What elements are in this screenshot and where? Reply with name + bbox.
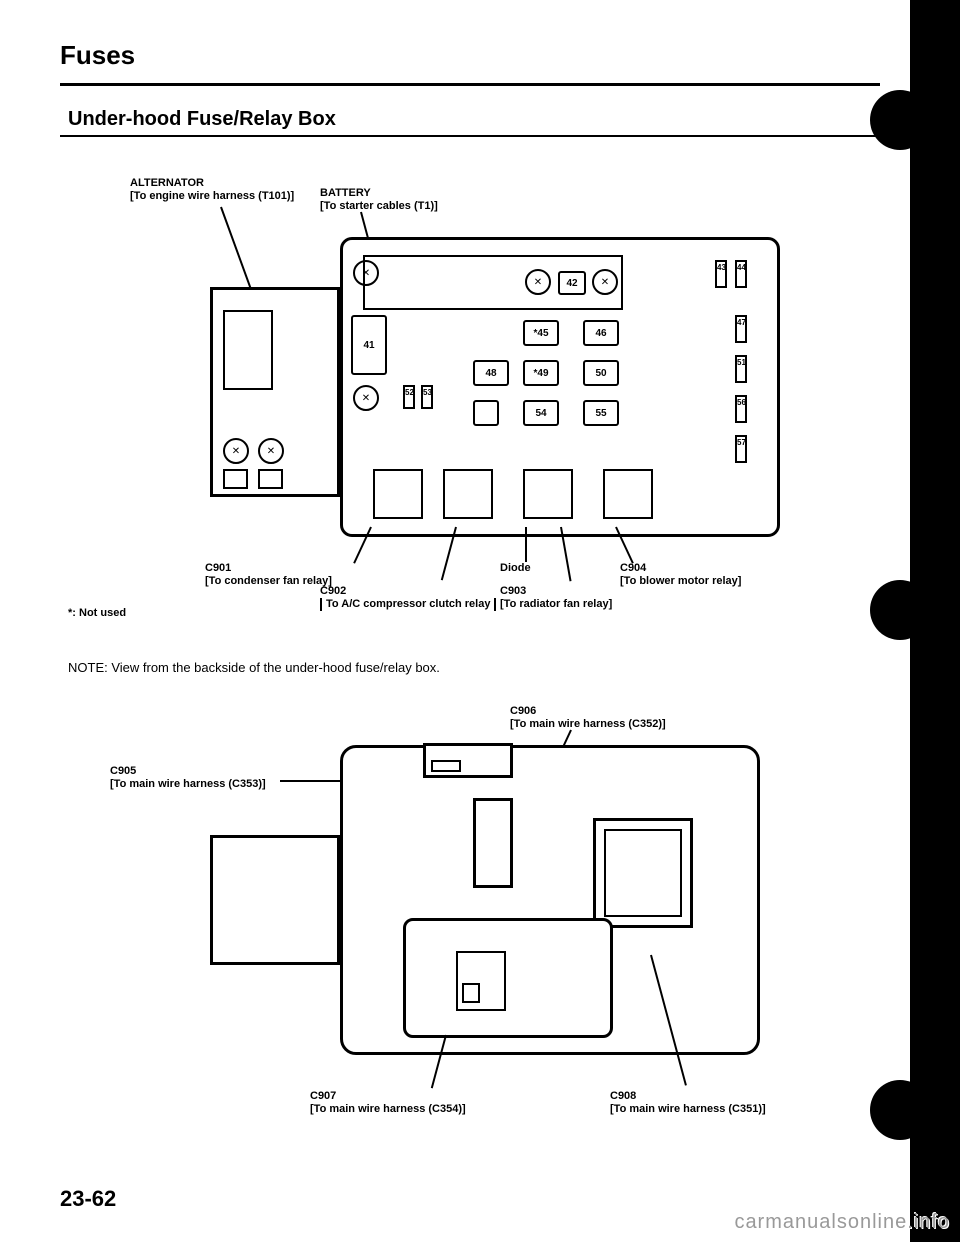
fuse-53: 53 bbox=[421, 385, 433, 409]
fuse-49: *49 bbox=[523, 360, 559, 386]
c904-sub: [To blower motor relay] bbox=[620, 575, 741, 587]
page-content: Fuses Under-hood Fuse/Relay Box ALTERNAT… bbox=[60, 40, 880, 1125]
c906-text: C906 bbox=[510, 705, 536, 717]
connector-c907 bbox=[456, 951, 506, 1011]
c908-label: C908 [To main wire harness (C351)] bbox=[610, 1090, 766, 1116]
fuse-small bbox=[473, 400, 499, 426]
c908-sub: [To main wire harness (C351)] bbox=[610, 1103, 766, 1115]
fuse-56: 56 bbox=[735, 395, 747, 423]
circle-icon bbox=[525, 269, 551, 295]
relay-slot bbox=[373, 469, 423, 519]
c906-sub: [To main wire harness (C352)] bbox=[510, 718, 666, 730]
c902-text: C902 bbox=[320, 585, 346, 597]
c907-text: C907 bbox=[310, 1090, 336, 1102]
c907-label: C907 [To main wire harness (C354)] bbox=[310, 1090, 466, 1116]
fuse-box: 42 41 43 44 *45 46 47 48 *49 50 51 52 53 bbox=[340, 237, 780, 537]
top-panel: 42 bbox=[363, 255, 623, 310]
side-block bbox=[210, 835, 340, 965]
connector-c906 bbox=[473, 798, 513, 888]
c903-text: C903 bbox=[500, 585, 526, 597]
c901-sub: [To condenser fan relay] bbox=[205, 575, 332, 587]
c904-label: C904 [To blower motor relay] bbox=[620, 562, 741, 588]
page-title: Fuses bbox=[60, 40, 880, 86]
diode-label: Diode bbox=[500, 562, 531, 575]
c905-label: C905 [To main wire harness (C353)] bbox=[110, 765, 266, 791]
fuse-52: 52 bbox=[403, 385, 415, 409]
relay-slot bbox=[523, 469, 573, 519]
c904-text: C904 bbox=[620, 562, 646, 574]
connector-group bbox=[403, 918, 613, 1038]
fuse-44: 44 bbox=[735, 260, 747, 288]
page-subtitle: Under-hood Fuse/Relay Box bbox=[60, 104, 880, 137]
fuse-51: 51 bbox=[735, 355, 747, 383]
aux-inner bbox=[258, 469, 283, 489]
fuse-48: 48 bbox=[473, 360, 509, 386]
page-number: 23-62 bbox=[60, 1186, 116, 1212]
fuse-46: 46 bbox=[583, 320, 619, 346]
battery-text: BATTERY bbox=[320, 187, 371, 199]
fuse-54: 54 bbox=[523, 400, 559, 426]
connector-c905 bbox=[423, 743, 513, 778]
note-text: NOTE: View from the backside of the unde… bbox=[60, 660, 880, 675]
relay-slot bbox=[603, 469, 653, 519]
conn-detail bbox=[462, 983, 480, 1003]
aux-inner bbox=[223, 469, 248, 489]
aux-inner bbox=[223, 310, 273, 390]
connector-c908 bbox=[593, 818, 693, 928]
c905-text: C905 bbox=[110, 765, 136, 777]
not-used-note: *: Not used bbox=[68, 607, 888, 620]
c908-text: C908 bbox=[610, 1090, 636, 1102]
c907-sub: [To main wire harness (C354)] bbox=[310, 1103, 466, 1115]
circle-icon bbox=[353, 385, 379, 411]
aux-box bbox=[210, 287, 340, 497]
c905-sub: [To main wire harness (C353)] bbox=[110, 778, 266, 790]
conn-detail bbox=[431, 760, 461, 772]
c901-text: C901 bbox=[205, 562, 231, 574]
alternator-sub: [To engine wire harness (T101)] bbox=[130, 190, 294, 202]
back-fuse-box bbox=[340, 745, 760, 1055]
fuse-42: 42 bbox=[558, 271, 586, 295]
fuse-57: 57 bbox=[735, 435, 747, 463]
c901-label: C901 [To condenser fan relay] bbox=[205, 562, 332, 588]
circle-icon bbox=[258, 438, 284, 464]
alternator-label: ALTERNATOR [To engine wire harness (T101… bbox=[130, 177, 294, 203]
bottom-diagram: C906 [To main wire harness (C352)] C905 … bbox=[60, 705, 880, 1125]
watermark: carmanualsonline.info bbox=[734, 1211, 950, 1234]
circle-icon bbox=[223, 438, 249, 464]
circle-icon bbox=[353, 260, 379, 286]
fuse-47: 47 bbox=[735, 315, 747, 343]
battery-label: BATTERY [To starter cables (T1)] bbox=[320, 187, 438, 213]
fuse-55: 55 bbox=[583, 400, 619, 426]
alternator-text: ALTERNATOR bbox=[130, 177, 204, 189]
fuse-45: *45 bbox=[523, 320, 559, 346]
fuse-50: 50 bbox=[583, 360, 619, 386]
circle-icon bbox=[592, 269, 618, 295]
top-diagram: ALTERNATOR [To engine wire harness (T101… bbox=[60, 157, 880, 627]
c906-label: C906 [To main wire harness (C352)] bbox=[510, 705, 666, 731]
relay-slot bbox=[443, 469, 493, 519]
battery-sub: [To starter cables (T1)] bbox=[320, 200, 438, 212]
fuse-41: 41 bbox=[351, 315, 387, 375]
conn-detail bbox=[604, 829, 682, 917]
fuse-43: 43 bbox=[715, 260, 727, 288]
lead-line bbox=[525, 527, 527, 562]
